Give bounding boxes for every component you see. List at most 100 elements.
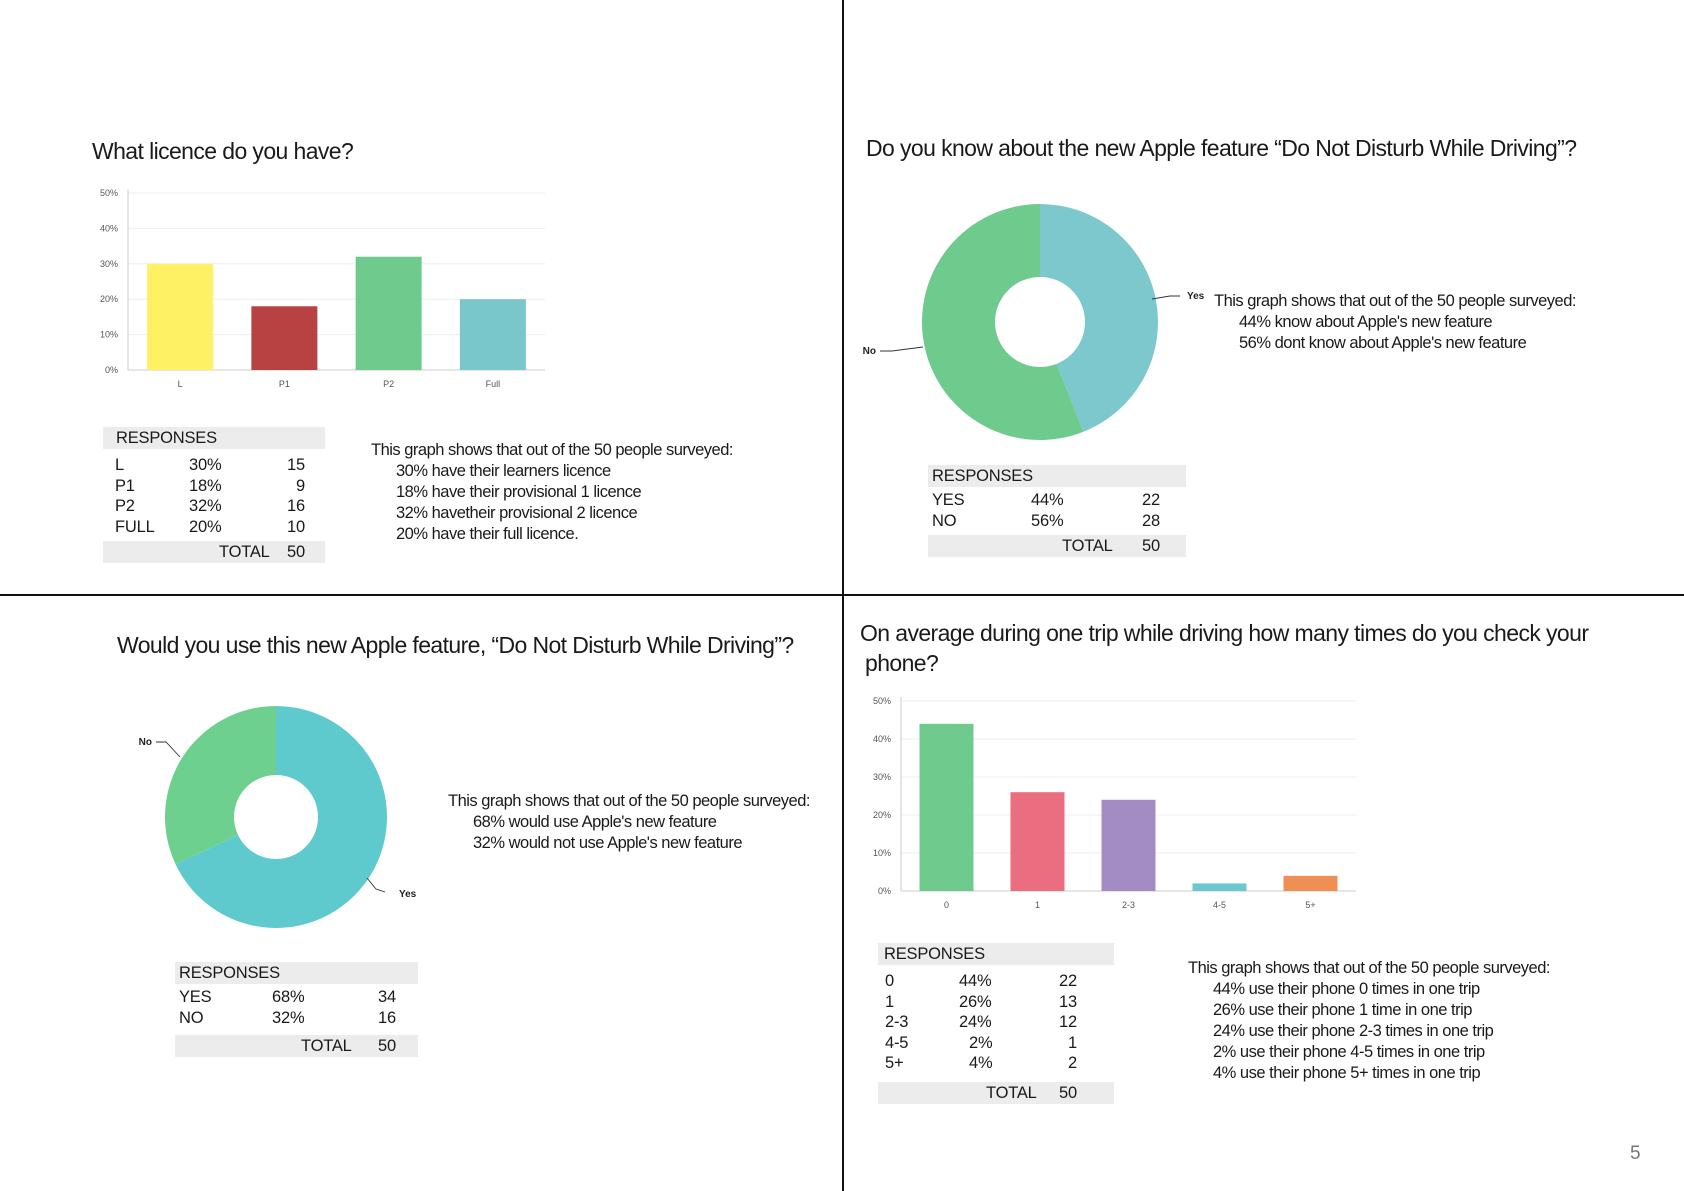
row-percent: 20% (189, 517, 222, 536)
total-value: 50 (378, 1037, 396, 1055)
desc-line: 4% use their phone 5+ times in one trip (1213, 1064, 1481, 1082)
row-percent: 26% (959, 992, 992, 1011)
row-percent: 4% (969, 1054, 993, 1072)
row-percent: 32% (189, 497, 222, 515)
row-count: 13 (1059, 992, 1077, 1011)
leader-line (1151, 295, 1180, 300)
row-label: P2 (115, 497, 135, 515)
desc-line: 2% use their phone 4-5 times in one trip (1213, 1043, 1485, 1061)
leader-line (880, 346, 924, 352)
desc-line: This graph shows that out of the 50 peop… (1214, 292, 1577, 310)
row-percent: 32% (272, 1008, 305, 1027)
row-count: 16 (378, 1008, 396, 1027)
row-label: 2-3 (885, 1013, 909, 1031)
desc-line: 24% use their phone 2-3 times in one tri… (1213, 1022, 1494, 1040)
q1-bar-chart: 0% 10% 20% 30% 40% 50% L P1 P2 Full (100, 188, 545, 389)
q4-description: This graph shows that out of the 50 peop… (1188, 958, 1551, 1084)
table-row: 2-3 24% 12 (878, 1012, 1114, 1033)
q1-responses-table: RESPONSES L 30% 15 P1 18% 9 P2 32% 16 FULL 20% 1… (103, 427, 325, 563)
row-label: FULL (115, 517, 155, 536)
row-count: 2 (1068, 1054, 1077, 1072)
horizontal-divider (0, 594, 1684, 596)
table-row: L 30% 15 (103, 455, 325, 476)
q1-description: This graph shows that out of the 50 peop… (371, 440, 734, 545)
q4-title: On average during one trip while driving… (860, 618, 1589, 678)
table-row: 4-5 2% 1 (878, 1033, 1114, 1054)
y-tick-label: 20% (100, 294, 118, 304)
x-tick-label: 2-3 (1122, 900, 1135, 910)
x-tick-label: L (178, 379, 183, 389)
bar (147, 263, 214, 370)
q2-donut-chart: Yes No (863, 204, 1205, 440)
y-tick-label: 30% (100, 259, 118, 269)
slice (164, 706, 276, 865)
total-label: TOTAL (986, 1083, 1037, 1102)
row-count: 12 (1059, 1013, 1077, 1031)
table-row: YES 44% 22 (928, 490, 1186, 511)
row-label: 0 (885, 972, 894, 990)
row-label: L (115, 456, 124, 474)
x-tick-label: 5+ (1305, 900, 1315, 910)
row-label: YES (179, 988, 212, 1006)
q4-responses-header: RESPONSES (878, 943, 1114, 965)
q3-description: This graph shows that out of the 50 peop… (448, 791, 811, 854)
q4-title-line1: On average during one trip while driving… (860, 620, 1589, 646)
slice-label: No (863, 346, 876, 357)
y-tick-label: 50% (100, 188, 118, 198)
row-label: 5+ (885, 1054, 904, 1072)
y-tick-label: 10% (873, 848, 891, 858)
total-value: 50 (1059, 1083, 1077, 1102)
row-count: 22 (1059, 972, 1077, 990)
row-count: 16 (287, 497, 305, 515)
desc-line: 56% dont know about Apple's new feature (1239, 334, 1527, 352)
q2-title: Do you know about the new Apple feature … (866, 135, 1577, 161)
row-label: 4-5 (885, 1033, 909, 1052)
leader-line (156, 741, 181, 758)
slice (175, 706, 387, 928)
bar (1192, 883, 1247, 891)
x-tick-label: P2 (383, 379, 394, 389)
total-value: 50 (287, 543, 305, 561)
slice-label: No (139, 737, 152, 748)
row-percent: 68% (272, 988, 305, 1006)
q3-responses-header: RESPONSES (175, 962, 418, 984)
x-tick-label: 4-5 (1213, 900, 1226, 910)
row-count: 34 (378, 988, 396, 1006)
q4-title-line2: phone? (865, 650, 939, 676)
q3-donut-chart: Yes No (139, 706, 417, 928)
desc-line: 20% have their full licence. (396, 525, 579, 543)
x-tick-label: P1 (279, 379, 290, 389)
desc-line: 44% use their phone 0 times in one trip (1213, 980, 1480, 998)
page-number: 5 (1630, 1143, 1641, 1164)
row-label: NO (179, 1008, 204, 1027)
row-label: 1 (885, 992, 894, 1011)
row-label: P1 (115, 476, 135, 495)
table-row: NO 56% 28 (928, 511, 1186, 532)
y-tick-label: 0% (878, 886, 891, 896)
row-count: 10 (287, 517, 305, 536)
y-tick-label: 40% (100, 223, 118, 233)
row-count: 22 (1142, 491, 1160, 509)
q1-title: What licence do you have? (92, 138, 354, 164)
row-percent: 30% (189, 456, 222, 474)
bar (355, 256, 422, 370)
slice (922, 204, 1084, 440)
slice-label: Yes (1187, 291, 1205, 302)
table-row: P2 32% 16 (103, 496, 325, 517)
row-percent: 44% (959, 972, 992, 990)
desc-line: 18% have their provisional 1 licence (396, 483, 642, 501)
table-row: YES 68% 34 (175, 987, 418, 1008)
q2-responses-header: RESPONSES (928, 465, 1186, 487)
row-count: 1 (1068, 1033, 1077, 1052)
bar (919, 723, 974, 891)
q2-responses-table: RESPONSES YES 44% 22 NO 56% 28 TOTAL 50 (928, 465, 1186, 557)
desc-line: This graph shows that out of the 50 peop… (1188, 959, 1551, 977)
row-percent: 18% (189, 476, 222, 495)
total-label: TOTAL (1062, 537, 1113, 555)
desc-line: 26% use their phone 1 time in one trip (1213, 1001, 1472, 1019)
row-percent: 44% (1031, 491, 1064, 509)
row-percent: 2% (969, 1033, 993, 1052)
total-label: TOTAL (219, 543, 270, 561)
x-tick-label: Full (486, 379, 501, 389)
q3-responses-table: RESPONSES YES 68% 34 NO 32% 16 TOTAL 50 (175, 962, 418, 1057)
